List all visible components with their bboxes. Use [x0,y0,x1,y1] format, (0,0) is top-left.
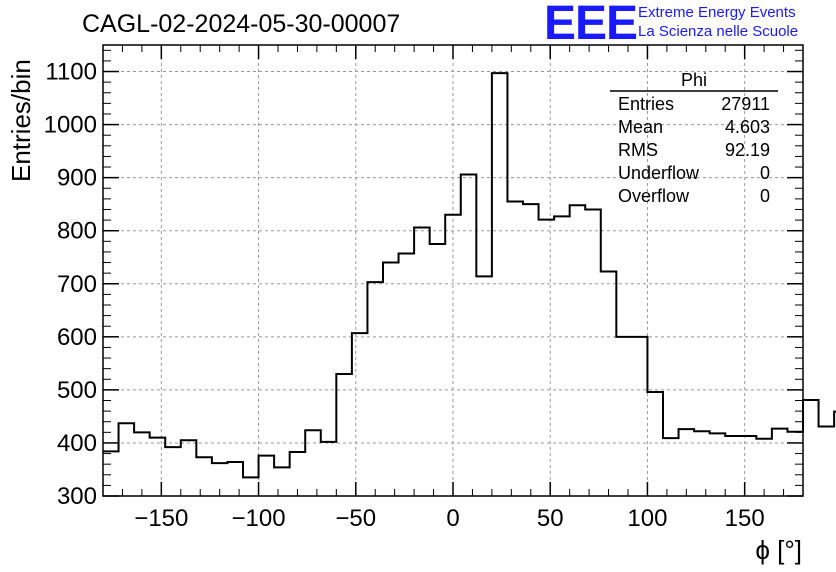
y-tick-label: 1000 [44,112,97,139]
histogram-line [103,72,836,479]
y-tick-label: 400 [57,430,97,457]
y-tick-label: 800 [57,218,97,245]
x-tick-label: 150 [725,505,765,532]
logo-caption-line2: La Scienza nelle Scuole [638,23,799,40]
tick-marks [102,45,804,497]
x-tick-label: 50 [537,505,564,532]
tick-labels: −150 −100 −50 0 50 100 150 300 400 500 600 700 800 90… [44,59,765,532]
y-tick-label: 1100 [45,59,97,86]
logo-caption: Extreme Energy Events La Scienza nelle S… [638,3,798,41]
x-tick-label: 100 [627,505,667,532]
y-tick-label: 900 [57,165,97,192]
x-axis-label: ϕ [°] [755,535,802,565]
x-tick-label: 0 [446,505,459,532]
eee-logo: EEE [544,0,638,50]
y-tick-label: 300 [57,483,97,510]
x-tick-label: −150 [134,505,188,532]
y-tick-label: 700 [57,271,97,298]
y-tick-label: 600 [57,324,97,351]
y-tick-label: 500 [57,377,97,404]
logo-caption-line1: Extreme Energy Events [638,4,796,21]
x-tick-label: −50 [335,505,376,532]
grid-lines [103,45,803,497]
chart-title: CAGL-02-2024-05-30-00007 [82,10,401,38]
x-tick-label: −100 [232,505,286,532]
